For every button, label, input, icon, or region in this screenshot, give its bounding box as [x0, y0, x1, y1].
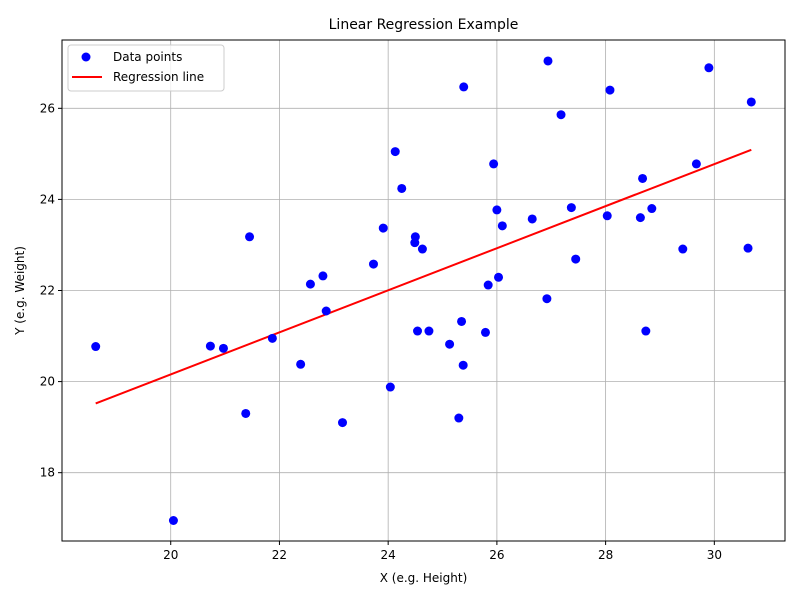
- data-point: [566, 203, 576, 213]
- data-point: [746, 97, 756, 107]
- data-point: [168, 516, 178, 526]
- data-point: [454, 413, 464, 423]
- data-point: [318, 271, 328, 281]
- data-point: [445, 339, 455, 349]
- data-point: [91, 342, 101, 352]
- data-points-layer: [91, 56, 756, 526]
- data-point: [410, 232, 420, 242]
- data-point: [489, 159, 499, 169]
- data-point: [543, 56, 553, 66]
- y-tick-label: 20: [40, 375, 55, 389]
- data-point: [605, 85, 615, 95]
- y-tick-label: 24: [40, 192, 55, 206]
- legend: Data points Regression line: [67, 44, 225, 92]
- data-point: [641, 326, 651, 336]
- data-point: [413, 326, 423, 336]
- data-point: [678, 244, 688, 254]
- x-tick-label: 22: [272, 548, 287, 562]
- x-axis-ticks: 20 22 24 26 28 30: [163, 541, 722, 562]
- data-point: [691, 159, 701, 169]
- data-point: [480, 327, 490, 337]
- data-point: [417, 244, 427, 254]
- x-tick-label: 24: [381, 548, 396, 562]
- y-tick-label: 18: [40, 466, 55, 480]
- data-point: [556, 110, 566, 120]
- data-point: [542, 294, 552, 304]
- data-point: [527, 214, 537, 224]
- data-point: [296, 359, 306, 369]
- data-point: [459, 82, 469, 92]
- data-point: [218, 343, 228, 353]
- data-point: [704, 63, 714, 73]
- data-point: [492, 205, 502, 215]
- legend-label-data-points: Data points: [113, 50, 182, 64]
- legend-label-regression-line: Regression line: [113, 70, 204, 84]
- x-tick-label: 30: [707, 548, 722, 562]
- data-point: [483, 280, 493, 290]
- x-tick-label: 20: [163, 548, 178, 562]
- data-point: [245, 232, 255, 242]
- legend-marker-data-points: [81, 52, 91, 62]
- data-point: [635, 213, 645, 223]
- data-point: [638, 173, 648, 183]
- data-point: [267, 333, 277, 343]
- data-point: [743, 243, 753, 253]
- data-point: [602, 211, 612, 221]
- data-point: [378, 223, 388, 233]
- legend-box: [67, 44, 225, 92]
- data-point: [397, 183, 407, 193]
- data-point: [494, 272, 504, 282]
- regression-line-layer: [95, 148, 752, 405]
- y-tick-label: 22: [40, 284, 55, 298]
- data-point: [305, 279, 315, 289]
- x-axis-label: X (e.g. Height): [380, 571, 468, 585]
- data-point: [457, 316, 467, 326]
- data-point: [385, 382, 395, 392]
- data-point: [321, 306, 331, 316]
- data-point: [571, 254, 581, 264]
- data-point: [458, 360, 468, 370]
- chart-title: Linear Regression Example: [329, 17, 519, 33]
- grid-layer: [62, 40, 785, 541]
- data-point: [338, 418, 348, 428]
- y-axis-label: Y (e.g. Weight): [13, 246, 27, 336]
- x-tick-label: 26: [489, 548, 504, 562]
- y-tick-label: 26: [40, 101, 55, 115]
- data-point: [368, 259, 378, 269]
- data-point: [241, 408, 251, 418]
- y-axis-ticks: 18 20 22 24 26: [40, 101, 62, 480]
- data-point: [390, 147, 400, 157]
- data-point: [497, 221, 507, 231]
- regression-line: [95, 148, 752, 405]
- data-point: [424, 326, 434, 336]
- data-point: [647, 204, 657, 214]
- data-point: [205, 341, 215, 351]
- x-tick-label: 28: [598, 548, 613, 562]
